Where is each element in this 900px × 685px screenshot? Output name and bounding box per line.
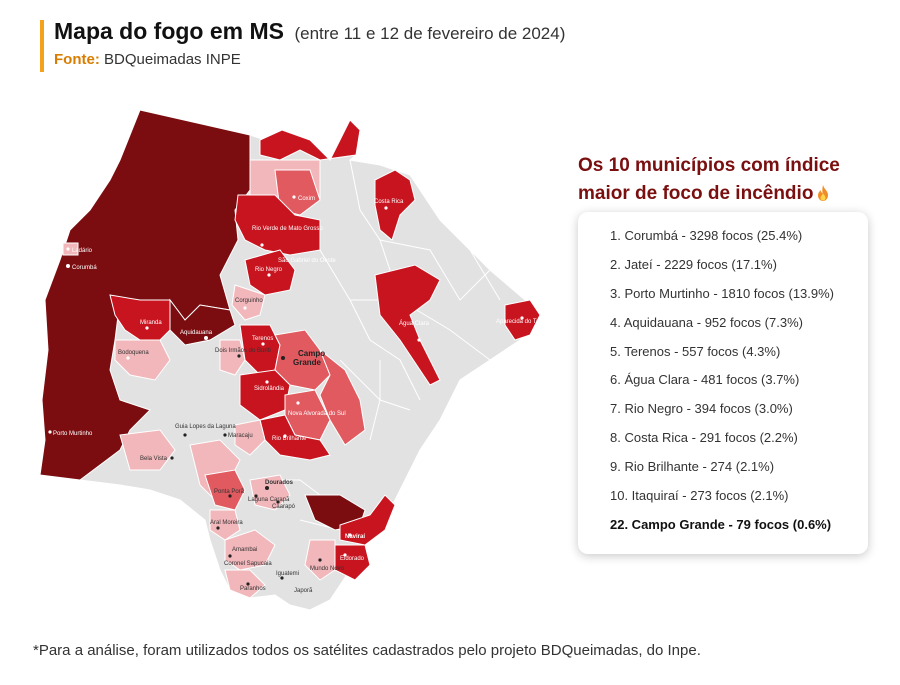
label-porto-murtinho: Porto Murtinho: [53, 431, 93, 437]
label-amambai: Amambai: [232, 547, 257, 553]
label-campo-grande-2: Grande: [293, 358, 322, 367]
ranking-list: 1. Corumbá - 3298 focos (25.4%) 2. Jateí…: [610, 226, 868, 544]
label-caarapo: Caarapó: [272, 504, 296, 510]
fire-icon: [818, 185, 829, 201]
label-agua-clara: Água Clara: [399, 320, 430, 327]
town-markers-dark: [170, 354, 322, 586]
region-dois-irmaos: [219, 339, 246, 376]
region-navirai: [339, 494, 396, 546]
source-line: Fonte: BDQueimadas INPE: [54, 51, 565, 68]
label-bodoquena: Bodoquena: [118, 350, 149, 356]
ranking-item: 7. Rio Negro - 394 focos (3.0%): [610, 401, 793, 417]
region-maracaju: [234, 419, 266, 456]
label-guia-lopes: Guia Lopes da Laguna: [175, 424, 236, 430]
region-aparecida: [504, 299, 541, 341]
ranking-item: 4. Aquidauana - 952 focos (7.3%): [610, 314, 803, 330]
ranking-item: 10. Itaquiraí - 273 focos (2.1%): [610, 488, 789, 504]
town-markers: [48, 195, 524, 557]
label-navirai: Naviraí: [345, 534, 365, 540]
region-rio-brilhante: [259, 414, 331, 461]
label-iguatemi: Iguatemi: [276, 571, 299, 577]
ranking-item-highlight: 22. Campo Grande - 79 focos (0.6%): [610, 516, 832, 532]
region-ribas: [318, 348, 366, 446]
label-campo-grande-1: Campo: [298, 349, 325, 358]
ranking-card: 1. Corumbá - 3298 focos (25.4%) 2. Jateí…: [578, 212, 868, 554]
region-bodoquena: [114, 339, 171, 381]
region-rio-verde: [234, 194, 321, 256]
ranking-item: 2. Jateí - 2229 focos (17.1%): [610, 256, 777, 272]
label-maracaju: Maracaju: [228, 433, 253, 439]
ms-fire-map: Ladário Corumbá Aquidauana Miranda Bodoq…: [39, 109, 557, 611]
label-rio-verde: Rio Verde de Mato Grosso: [252, 226, 323, 232]
region-aral-moreira: [209, 509, 241, 541]
page-title: Mapa do fogo em MS: [54, 18, 284, 44]
label-mundo-novo: Mundo Novo: [310, 566, 345, 572]
label-dourados: Dourados: [265, 480, 294, 486]
region-bela-vista: [119, 429, 176, 471]
ranking-item: 8. Costa Rica - 291 focos (2.2%): [610, 430, 798, 446]
region-paranhos: [224, 569, 266, 599]
region-north: [259, 119, 361, 161]
region-laguna: [249, 474, 291, 511]
label-aquidauana: Aquidauana: [180, 330, 213, 336]
label-coxim: Coxim: [298, 196, 315, 202]
source-value: BDQueimadas INPE: [104, 51, 241, 68]
label-rio-brilhante: Rio Brilhante: [272, 436, 307, 442]
ranking-item: 9. Rio Brilhante - 274 (2.1%): [610, 459, 775, 475]
ranking-title-text: Os 10 municípios com índice maior de foc…: [578, 155, 840, 204]
region-corguinho: [231, 284, 266, 321]
label-laguna-carapa: Laguna Carapã: [248, 497, 290, 503]
label-terenos: Terenos: [252, 336, 273, 342]
label-eldorado: Eldorado: [340, 556, 365, 562]
label-paranhos: Paranhos: [240, 586, 266, 592]
ranking-item: 6. Água Clara - 481 focos (3.7%): [610, 372, 800, 388]
label-ladario: Ladário: [72, 248, 93, 254]
header: Mapa do fogo em MS (entre 11 e 12 de fev…: [40, 18, 565, 72]
label-aparecida: Aparecida do Taboado: [496, 319, 557, 325]
region-corumba: [39, 109, 251, 481]
source-label: Fonte:: [54, 51, 100, 68]
label-dois-irmaos: Dois Irmãos do Buriti: [215, 348, 271, 354]
label-bela-vista: Bela Vista: [140, 456, 168, 462]
ranking-title: Os 10 municípios com índice maior de foc…: [578, 152, 868, 208]
ranking-item: 1. Corumbá - 3298 focos (25.4%): [610, 228, 803, 243]
label-corguinho: Corguinho: [235, 298, 263, 304]
page-subtitle: (entre 11 e 12 de fevereiro de 2024): [294, 24, 566, 43]
label-japora: Japorã: [294, 588, 313, 594]
label-miranda: Miranda: [140, 320, 162, 326]
label-rio-negro: Rio Negro: [255, 267, 283, 273]
label-corumba: Corumbá: [72, 265, 97, 271]
region-amambai: [224, 529, 276, 571]
title-row: Mapa do fogo em MS (entre 11 e 12 de fev…: [54, 18, 565, 45]
accent-bar: [40, 20, 44, 72]
label-coronel-sapucaia: Coronel Sapucaia: [224, 561, 272, 567]
region-ponta-pora: [204, 469, 246, 511]
label-ponta-pora: Ponta Porã: [214, 489, 245, 495]
label-costa-rica: Costa Rica: [374, 199, 404, 205]
ranking-item: 3. Porto Murtinho - 1810 focos (13.9%): [610, 285, 835, 301]
footnote: *Para a análise, foram utilizados todos …: [33, 642, 701, 659]
region-aquidauana: [169, 298, 236, 346]
label-sidrolandia: Sidrolândia: [254, 386, 285, 392]
ranking-item: 5. Terenos - 557 focos (4.3%): [610, 343, 781, 359]
label-sao-gabriel: São Gabriel do Oeste: [278, 258, 336, 264]
region-rio-negro: [244, 249, 296, 296]
region-costa-rica: [374, 169, 416, 241]
region-ladario: [62, 242, 79, 256]
label-aral-moreira: Aral Moreira: [210, 520, 243, 526]
label-nova-alvorada: Nova Alvorada do Sul: [288, 411, 346, 417]
